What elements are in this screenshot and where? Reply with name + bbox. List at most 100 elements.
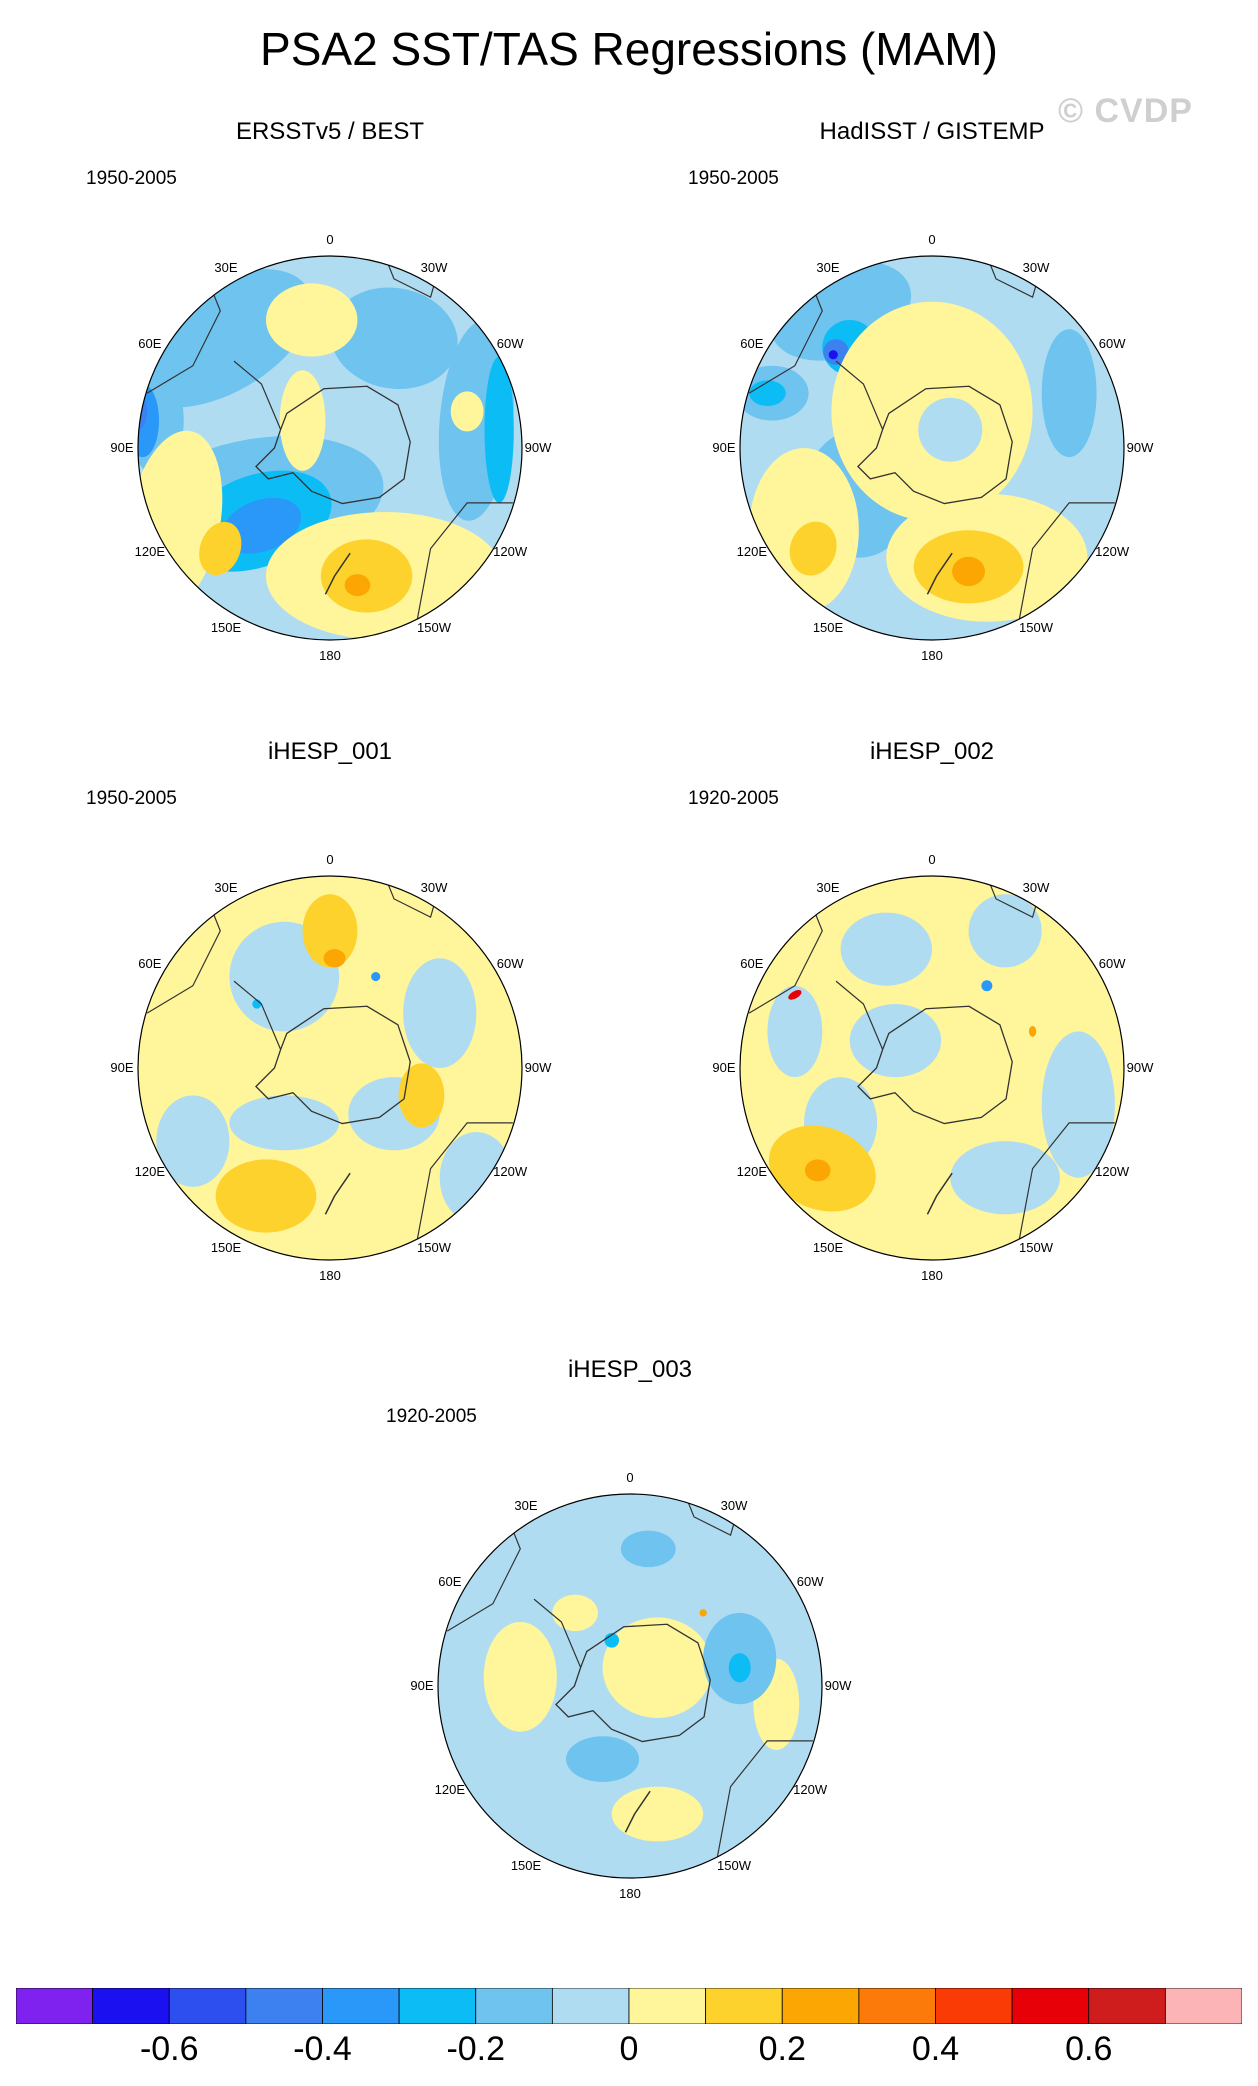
- lon-label-120e: 120E: [737, 544, 768, 559]
- polar-map: 0 30E 60E 90E 120E 150E 180 150W 120W 90W 60W 30W: [712, 852, 1154, 1283]
- colorbar-swatch: [935, 1988, 1013, 2024]
- field-contour: [484, 356, 514, 503]
- lon-label-30w: 30W: [421, 260, 448, 275]
- field-contour: [371, 972, 381, 982]
- map-panel-1: ERSSTv5 / BEST 1950-2005 0 30E 60E 90E 120E 1…: [50, 118, 610, 738]
- lon-label-0: 0: [326, 852, 333, 867]
- lon-label-150e: 150E: [813, 1240, 844, 1255]
- lon-label-120e: 120E: [135, 1164, 166, 1179]
- field-contour: [1028, 1025, 1037, 1037]
- lon-label-90w: 90W: [525, 440, 552, 455]
- lon-label-60e: 60E: [138, 336, 161, 351]
- lon-label-30w: 30W: [1023, 260, 1050, 275]
- field-contour: [728, 1653, 751, 1683]
- colorbar-swatch: [92, 1988, 170, 2024]
- panel-period: 1920-2005: [688, 788, 779, 809]
- field-contour: [215, 1159, 317, 1233]
- lon-label-90w: 90W: [825, 1678, 852, 1693]
- field-contour: [483, 1622, 557, 1732]
- new-zealand-coastline: [624, 1790, 651, 1833]
- field-contour: [828, 350, 838, 360]
- panel-title: iHESP_003: [567, 1356, 693, 1383]
- colorbar-swatch: [628, 1988, 707, 2024]
- map-panel-3: iHESP_001 1950-2005 0 30E 60E 90E 120E 150E 18…: [50, 738, 610, 1358]
- lon-label-0: 0: [928, 852, 935, 867]
- colorbar-swatch: [1011, 1988, 1090, 2024]
- lon-label-150w: 150W: [1019, 1240, 1054, 1255]
- colorbar-label: -0.6: [139, 2030, 199, 2068]
- field-contour: [950, 1141, 1060, 1215]
- panel-title: HadISST / GISTEMP: [819, 118, 1045, 145]
- colorbar-swatch: [705, 1988, 783, 2024]
- field-contour: [229, 1095, 340, 1151]
- colorbar-swatch: [1088, 1988, 1166, 2024]
- field-layer: [740, 256, 1124, 640]
- lon-label-150w: 150W: [417, 1240, 452, 1255]
- polar-map: 0 30E 60E 90E 120E 150E 180 150W 120W 90W 60W 30W: [410, 1470, 852, 1901]
- lon-label-30e: 30E: [514, 1498, 537, 1513]
- field-contour: [611, 1786, 704, 1842]
- lon-label-150e: 150E: [211, 620, 242, 635]
- lon-label-90e: 90E: [410, 1678, 433, 1693]
- field-contour: [344, 574, 371, 597]
- lon-label-90w: 90W: [1127, 1060, 1154, 1075]
- field-contour: [788, 990, 802, 1000]
- lon-label-30e: 30E: [214, 260, 237, 275]
- lon-label-120w: 120W: [493, 544, 528, 559]
- field-contour: [403, 958, 477, 1068]
- field-contour: [918, 397, 983, 462]
- lon-label-150w: 150W: [717, 1858, 752, 1873]
- map-border: [739, 875, 1125, 1261]
- lon-label-180: 180: [319, 1268, 341, 1283]
- field-contour: [323, 949, 346, 968]
- colorbar-label: 0.2: [758, 2030, 806, 2068]
- panel-title: ERSSTv5 / BEST: [235, 118, 425, 145]
- lon-label-30e: 30E: [816, 260, 839, 275]
- lon-label-60e: 60E: [438, 1574, 461, 1589]
- map-panel-5: iHESP_003 1920-2005 0 30E 60E 90E 120E 150E 18…: [350, 1356, 910, 1976]
- lon-label-30w: 30W: [721, 1498, 748, 1513]
- colorbar-label: -0.2: [446, 2030, 506, 2068]
- peninsula-coastline: [835, 980, 884, 1050]
- lon-label-60e: 60E: [138, 956, 161, 971]
- field-contour: [552, 1594, 598, 1632]
- lon-label-150e: 150E: [813, 620, 844, 635]
- panel-period: 1950-2005: [86, 788, 177, 809]
- australia-coastline: [1018, 1122, 1115, 1242]
- antarctica-coastline: [857, 385, 1013, 505]
- antarctica-coastline: [555, 1623, 711, 1743]
- map-border: [739, 255, 1125, 641]
- new-zealand-coastline: [324, 1172, 351, 1215]
- lon-label-90w: 90W: [1127, 440, 1154, 455]
- lon-label-30e: 30E: [214, 880, 237, 895]
- peninsula-coastline: [233, 980, 282, 1050]
- lon-label-180: 180: [921, 1268, 943, 1283]
- panel-title: iHESP_002: [869, 738, 995, 765]
- field-layer: [740, 876, 1124, 1260]
- peninsula-coastline: [835, 360, 884, 430]
- peninsula-coastline: [533, 1598, 582, 1668]
- lon-label-60w: 60W: [797, 1574, 824, 1589]
- lon-label-30w: 30W: [1023, 880, 1050, 895]
- lon-label-120w: 120W: [493, 1164, 528, 1179]
- field-contour: [968, 894, 1042, 968]
- field-layer: [438, 1494, 822, 1878]
- lon-label-60w: 60W: [1099, 336, 1126, 351]
- australia-coastline: [416, 1122, 513, 1242]
- lon-label-0: 0: [928, 232, 935, 247]
- map-border: [137, 255, 523, 641]
- lon-label-30e: 30E: [816, 880, 839, 895]
- lon-label-60w: 60W: [497, 956, 524, 971]
- field-contour: [266, 283, 358, 357]
- colorbar-swatch: [322, 1988, 400, 2024]
- field-contour: [398, 1063, 445, 1128]
- field-contour: [699, 1609, 707, 1617]
- antarctica-coastline: [255, 385, 411, 505]
- field-contour: [749, 380, 786, 406]
- lon-label-0: 0: [326, 232, 333, 247]
- map-border: [437, 1493, 823, 1879]
- lon-label-120e: 120E: [435, 1782, 466, 1797]
- field-contour: [330, 287, 458, 390]
- lon-label-60w: 60W: [1099, 956, 1126, 971]
- field-contour: [302, 894, 358, 968]
